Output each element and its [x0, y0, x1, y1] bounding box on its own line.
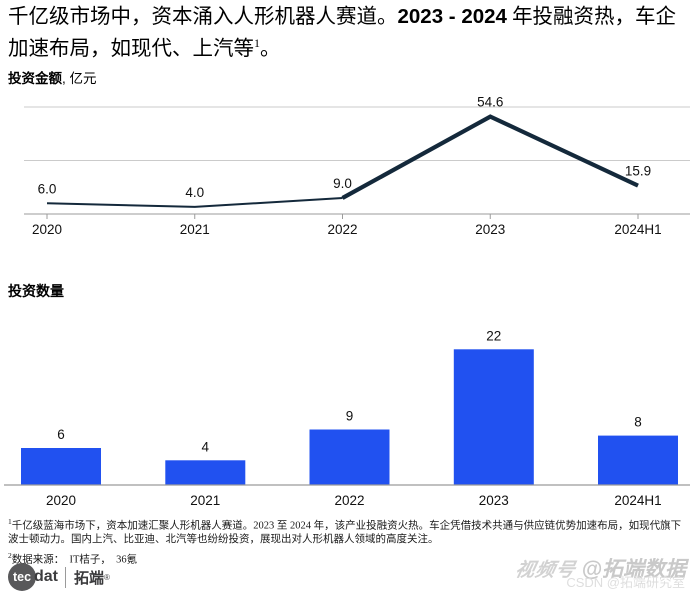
- title-segment: 加速布局，如现代、上汽等: [8, 37, 254, 60]
- value-label: 9.0: [333, 176, 352, 191]
- footnotes: 1千亿级蓝海市场下，资本加速汇聚人形机器人赛道。2023 至 2024 年，该产…: [8, 515, 686, 566]
- investment-count-bar-chart: 6 4 9 22 8 2020 2021 2022 2023 2024H1: [4, 330, 690, 508]
- watermark-account: @拓端数据: [581, 558, 686, 581]
- investment-amount-line-chart: 2020 2021 2022 2023 2024H1 6.0 4.0 9.0 54.6 15.9: [24, 95, 690, 237]
- footnote-1-text: 千亿级蓝海市场下，资本加速汇聚人形机器人赛道。2023 至 2024 年，该产业…: [8, 520, 682, 545]
- value-label: 6.0: [38, 181, 57, 196]
- title-segment: 。: [260, 37, 281, 60]
- tecdat-logo: tec dat 拓端 ®: [8, 562, 110, 592]
- watermark-line1: 视频号 @拓端数据: [513, 553, 686, 583]
- footnote-2-marker: 2: [8, 550, 12, 560]
- registered-mark-icon: ®: [104, 572, 110, 582]
- bar: [453, 349, 534, 485]
- footnote-1-marker: 1: [8, 517, 12, 526]
- x-axis-label: 2023: [475, 222, 505, 237]
- bar: [21, 448, 101, 485]
- x-axis-label: 2021: [190, 493, 220, 508]
- tecdat-logo-brand: 拓端: [74, 569, 105, 587]
- page-title: 千亿级市场中，资本涌入人形机器人赛道。2023 - 2024 年投融资热，车企 …: [8, 4, 686, 62]
- bar: [165, 460, 246, 485]
- tecdat-logo-suffix: dat: [34, 568, 58, 585]
- value-label: 54.6: [477, 95, 503, 110]
- title-segment: 年投融资热，车企: [506, 6, 677, 28]
- title-bold-years: 2023 - 2024: [397, 5, 507, 28]
- title-footnote-marker: 1: [254, 36, 260, 50]
- x-axis-label: 2024H1: [614, 493, 661, 508]
- value-label: 8: [634, 415, 642, 430]
- footnote-2: 2数据来源： IT桔子， 36氪: [8, 549, 686, 567]
- line-chart-heading-unit: , 亿元: [62, 71, 97, 86]
- value-label: 4.0: [185, 185, 204, 200]
- bar-chart-heading: 投资数量: [8, 283, 64, 299]
- tecdat-logo-circle-icon: tec: [8, 563, 36, 591]
- value-label: 4: [201, 439, 209, 454]
- line-series-thin: [46, 197, 343, 208]
- value-label: 6: [57, 427, 65, 442]
- x-axis-label: 2024H1: [614, 222, 661, 237]
- x-axis-label: 2020: [46, 493, 76, 508]
- value-label: 15.9: [625, 164, 651, 179]
- tecdat-logo-circle-text: tec: [12, 570, 32, 584]
- bar: [309, 429, 390, 485]
- value-label: 22: [486, 330, 501, 343]
- x-axis-label: 2021: [180, 222, 210, 237]
- footnote-1: 1千亿级蓝海市场下，资本加速汇聚人形机器人赛道。2023 至 2024 年，该产…: [8, 515, 686, 546]
- x-axis-label: 2020: [32, 222, 62, 237]
- x-axis-label: 2022: [327, 222, 357, 237]
- value-label: 9: [346, 409, 354, 424]
- line-chart-heading-bold: 投资金额: [8, 71, 62, 86]
- x-axis-label: 2022: [334, 493, 364, 508]
- x-axis-label: 2023: [479, 493, 509, 508]
- title-segment: 千亿级市场中，资本涌入人形机器人赛道。: [8, 6, 398, 28]
- watermark-line2: CSDN @拓端研究室: [566, 575, 685, 590]
- line-chart-heading: 投资金额, 亿元: [8, 67, 97, 87]
- line-series-emphasis: [341, 114, 639, 200]
- bar: [598, 435, 678, 485]
- logo-divider: [65, 566, 66, 588]
- footnote-2-text: 数据来源： IT桔子， 36氪: [11, 554, 138, 565]
